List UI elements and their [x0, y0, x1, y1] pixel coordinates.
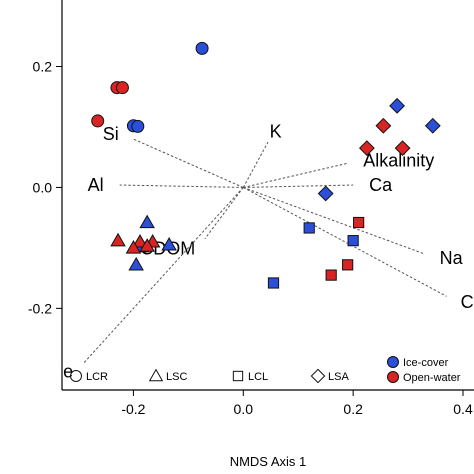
x-tick-label: 0.2 — [343, 401, 363, 417]
point-lsc-open-water — [125, 239, 142, 254]
x-tick-label: -0.2 — [121, 401, 145, 417]
point-lcl-open-water — [353, 216, 365, 229]
environmental-vectors: SiKAlkalinityAlCaNaCDOMClFe — [52, 122, 474, 382]
legend-color-label-ice-cover: Ice-cover — [403, 357, 449, 369]
legend-shape-lsc — [148, 368, 164, 382]
point-lcl-ice-cover — [347, 235, 359, 247]
point-lsa-open-water — [375, 117, 392, 134]
point-lsc-open-water — [110, 232, 126, 247]
y-tick-label: 0.2 — [33, 59, 53, 75]
point-lcr-open-water — [91, 114, 105, 128]
point-lsa-open-water — [358, 140, 375, 157]
point-lsa-ice-cover — [424, 117, 441, 134]
vector-label-al: Al — [88, 175, 104, 195]
x-tick-label: 0.0 — [234, 401, 254, 417]
legends: LCR LSC LCL LSA Ice-cover Open-water — [70, 356, 461, 384]
vector-label-fe: Fe — [52, 362, 73, 382]
point-lsc-open-water — [139, 238, 155, 252]
vector-line-k — [242, 141, 269, 188]
legend-shape-lcl — [232, 370, 244, 382]
legend-color-open-water — [387, 371, 399, 383]
point-lcl-open-water — [325, 269, 337, 281]
vector-label-ca: Ca — [369, 175, 393, 195]
point-lsa-ice-cover — [389, 97, 406, 114]
legend-shape-lsa — [310, 368, 326, 384]
x-tick-label: 0.4 — [453, 401, 473, 417]
vector-line-si — [133, 138, 244, 188]
legend-shape-lcr — [70, 370, 82, 382]
legend-shape-label-lcl: LCL — [248, 371, 268, 383]
legend-shape-label-lsa: LSA — [328, 371, 349, 383]
data-points — [91, 41, 441, 289]
vector-line-cdom — [204, 187, 244, 240]
plot-axes: -0.2 0.0 0.2 -0.2 0.0 0.2 0.4 — [28, 0, 474, 417]
point-lsa-ice-cover — [317, 185, 334, 202]
vector-line-ca — [243, 184, 354, 188]
x-axis-title: NMDS Axis 1 — [230, 454, 307, 469]
point-lcl-ice-cover — [267, 277, 280, 289]
vector-label-alkalinity: Alkalinity — [363, 151, 434, 171]
point-lcr-ice-cover — [131, 119, 145, 133]
point-lsc-ice-cover — [139, 214, 155, 229]
point-lcl-open-water — [342, 259, 354, 271]
vector-line-cl — [243, 187, 447, 297]
legend-shape-label-lcr: LCR — [86, 371, 108, 383]
vector-label-si: Si — [103, 124, 119, 144]
vector-line-na — [243, 186, 425, 255]
point-lsc-ice-cover — [161, 236, 177, 251]
point-lsc-open-water — [132, 233, 148, 248]
point-lcr-ice-cover — [195, 41, 209, 55]
vector-label-k: K — [270, 122, 282, 142]
point-lsc-ice-cover — [128, 256, 144, 271]
y-tick-label: -0.2 — [28, 300, 52, 316]
legend-color-label-open-water: Open-water — [403, 372, 461, 384]
vector-label-cl: Cl — [461, 292, 474, 312]
legend-color-ice-cover — [387, 356, 399, 368]
point-lcr-open-water — [115, 81, 129, 95]
y-tick-label: 0.0 — [33, 179, 53, 195]
point-lsa-open-water — [394, 140, 411, 157]
legend-shape-label-lsc: LSC — [166, 371, 187, 383]
vector-line-fe — [83, 187, 244, 364]
point-lcl-ice-cover — [303, 222, 315, 234]
vector-line-alkalinity — [243, 162, 348, 188]
vector-line-al — [119, 184, 244, 188]
vector-label-na: Na — [440, 248, 464, 268]
